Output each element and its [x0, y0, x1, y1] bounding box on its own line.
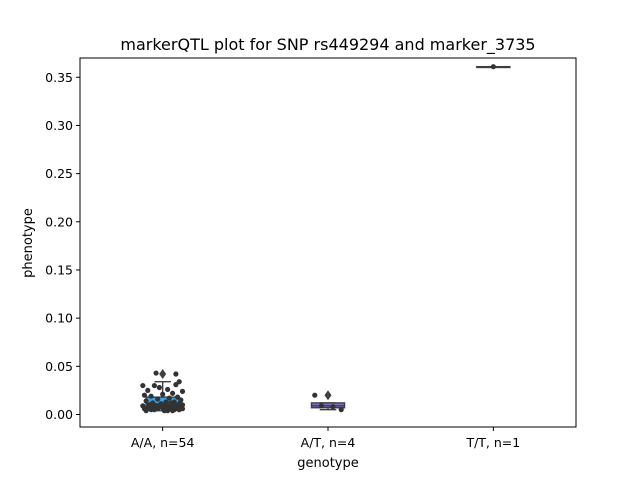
- data-point: [143, 408, 149, 414]
- y-tick-label: 0.10: [45, 311, 73, 326]
- data-point: [173, 371, 179, 377]
- box-outlier: [324, 390, 332, 401]
- chart-title: markerQTL plot for SNP rs449294 and mark…: [120, 35, 535, 55]
- data-point: [176, 379, 182, 385]
- data-point: [140, 382, 146, 389]
- data-point: [153, 370, 159, 376]
- data-point: [155, 396, 161, 402]
- y-tick-label: 0.25: [45, 166, 73, 181]
- data-point: [151, 407, 157, 413]
- data-point: [169, 390, 176, 396]
- plot-area: [140, 64, 511, 414]
- x-axis-label: genotype: [297, 456, 358, 471]
- data-point: [143, 398, 149, 404]
- data-point: [338, 407, 344, 413]
- y-tick-label: 0.35: [45, 70, 73, 85]
- data-point: [179, 388, 186, 394]
- x-axis: A/A, n=54 A/T, n=4 T/T, n=1: [131, 427, 520, 450]
- data-point: [145, 387, 151, 393]
- data-point: [158, 401, 164, 407]
- data-point: [179, 406, 186, 412]
- data-point: [490, 64, 496, 70]
- x-tick-label: A/A, n=54: [131, 435, 195, 450]
- data-point: [330, 404, 336, 410]
- x-tick-label: A/T, n=4: [301, 435, 356, 450]
- x-tick-label: T/T, n=1: [465, 435, 520, 450]
- y-axis-label: phenotype: [21, 208, 36, 278]
- data-point: [166, 395, 172, 401]
- data-point: [160, 391, 166, 397]
- y-tick-label: 0.20: [45, 214, 73, 229]
- y-tick-label: 0.05: [45, 359, 73, 374]
- box-group: [310, 390, 346, 411]
- y-tick-label: 0.30: [45, 118, 73, 133]
- data-point: [318, 403, 324, 409]
- data-point: [165, 408, 171, 414]
- data-point: [156, 384, 162, 391]
- y-tick-label: 0.15: [45, 262, 73, 277]
- data-point: [165, 386, 171, 393]
- data-point: [141, 392, 148, 398]
- box-outlier: [159, 369, 167, 380]
- y-tick-label: 0.00: [45, 407, 73, 422]
- data-point: [169, 408, 176, 414]
- y-axis: 0.00 0.05 0.10 0.15 0.20 0.25 0.30 0.35: [45, 70, 80, 422]
- data-point: [148, 393, 154, 399]
- data-point: [151, 382, 157, 389]
- data-point: [312, 392, 318, 398]
